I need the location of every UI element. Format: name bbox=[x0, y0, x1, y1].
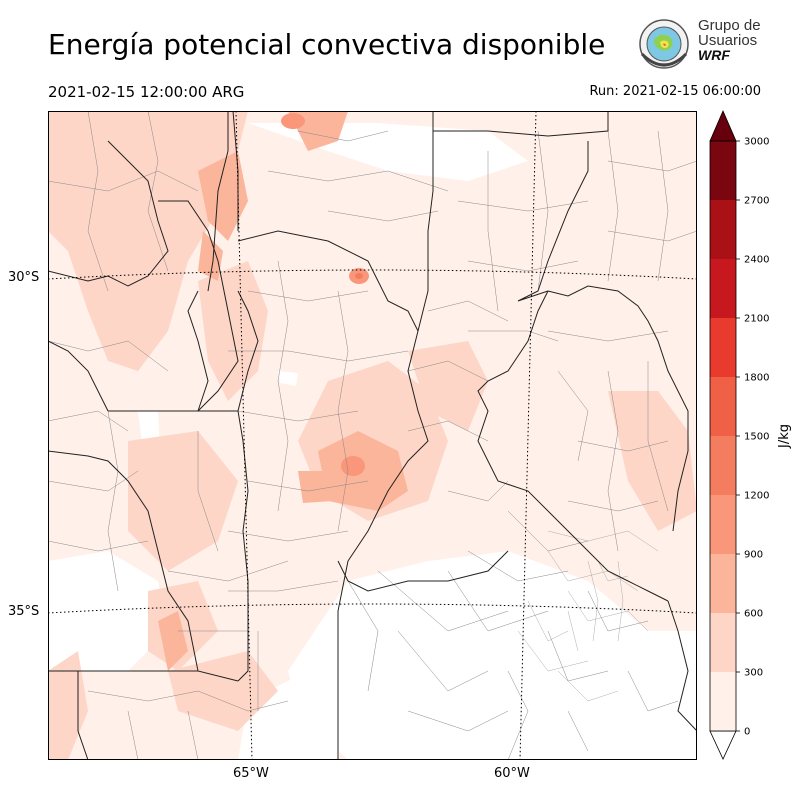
colorbar-tick-label: 600 bbox=[744, 609, 763, 620]
colorbar-tick-label: 2400 bbox=[744, 255, 769, 266]
colorbar-segment bbox=[710, 436, 736, 495]
map-frame bbox=[48, 111, 697, 760]
buenos-aires-partidos bbox=[517, 530, 659, 702]
colorbar-segment bbox=[710, 259, 736, 318]
graticule bbox=[48, 111, 697, 760]
wrf-users-group-logo: Grupo de Usuarios WRF bbox=[636, 14, 766, 74]
graticule-lon-60w bbox=[519, 111, 537, 760]
cape-field-below-threshold bbox=[48, 123, 697, 760]
colorbar: 0 300 600 900 1200 1500 1800 2100 2400 2700 3000 J/… bbox=[709, 109, 792, 760]
colorbar-segment bbox=[710, 318, 736, 377]
graticule-lon-65w bbox=[235, 111, 253, 760]
colorbar-tick-label: 900 bbox=[744, 550, 763, 561]
colorbar-segment bbox=[710, 613, 736, 672]
colorbar-segment bbox=[710, 200, 736, 259]
colorbar-segment bbox=[710, 672, 736, 731]
colorbar-tick-label: 2100 bbox=[744, 314, 769, 325]
logo-text-line2: Usuarios bbox=[698, 32, 758, 49]
colorbar-under-extension bbox=[709, 730, 737, 760]
graticule-lat-30s bbox=[48, 269, 697, 280]
colorbar-tick-label: 0 bbox=[744, 727, 750, 738]
colorbar-tick-label: 1500 bbox=[744, 432, 769, 443]
run-time-label: Run: 2021-02-15 06:00:00 bbox=[589, 84, 761, 99]
valid-time-label: 2021-02-15 12:00:00 ARG bbox=[48, 83, 245, 101]
colorbar-segment bbox=[710, 554, 736, 613]
cape-map bbox=[48, 111, 697, 760]
logo-text-line3: WRF bbox=[698, 47, 730, 63]
colorbar-tick-label: 2700 bbox=[744, 196, 769, 207]
colorbar-tick-label: 1200 bbox=[744, 491, 769, 502]
lon-label-60w: 60°W bbox=[494, 766, 530, 781]
colorbar-over-extension bbox=[709, 109, 737, 142]
lat-label-35s: 35°S bbox=[8, 604, 40, 619]
graticule-lat-35s bbox=[48, 603, 697, 614]
colorbar-unit-label: J/kg bbox=[777, 424, 792, 449]
colorbar-tick-label: 3000 bbox=[744, 137, 769, 148]
colorbar-segment bbox=[710, 377, 736, 436]
lat-label-30s: 30°S bbox=[8, 270, 40, 285]
logo-text-line1: Grupo de bbox=[698, 17, 761, 34]
colorbar-segment bbox=[710, 495, 736, 554]
cape-peak bbox=[355, 273, 363, 279]
provincial-borders bbox=[48, 111, 697, 760]
chart-title: Energía potencial convectiva disponible bbox=[48, 28, 606, 61]
colorbar-segment bbox=[710, 141, 736, 200]
globe-icon bbox=[639, 19, 689, 69]
lon-label-65w: 65°W bbox=[233, 766, 269, 781]
colorbar-tick-label: 300 bbox=[744, 668, 763, 679]
colorbar-tick-label: 1800 bbox=[744, 373, 769, 384]
